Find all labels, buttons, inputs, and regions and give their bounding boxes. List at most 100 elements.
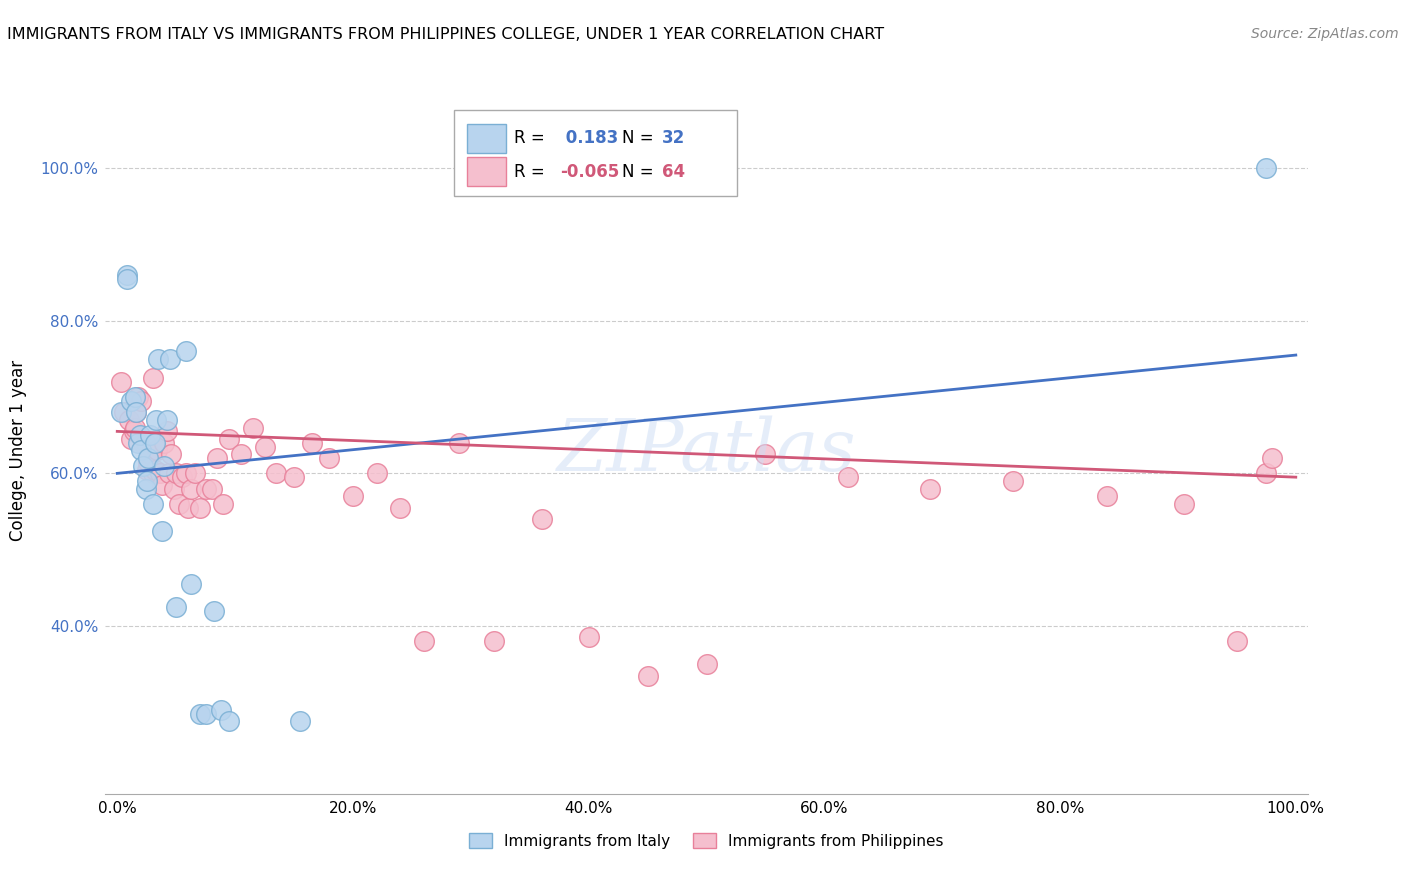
Point: [170, 470, 193, 484]
Point: [110, 405, 132, 419]
Text: 0.183: 0.183: [560, 129, 619, 147]
Point: [139, 447, 162, 461]
Point: [194, 706, 217, 721]
Point: [288, 714, 311, 729]
Point: [1226, 634, 1249, 648]
Text: N =: N =: [623, 129, 659, 147]
Point: [318, 451, 340, 466]
Point: [159, 351, 181, 366]
Point: [177, 500, 200, 515]
Point: [412, 634, 434, 648]
Point: [530, 512, 553, 526]
Point: [110, 375, 132, 389]
Point: [142, 371, 165, 385]
Point: [135, 474, 157, 488]
Point: [143, 462, 166, 476]
Point: [129, 393, 152, 408]
Text: 32: 32: [662, 129, 685, 147]
Point: [124, 390, 146, 404]
Point: [342, 489, 364, 503]
Point: [1097, 489, 1119, 503]
Point: [163, 482, 186, 496]
Point: [136, 451, 159, 466]
Text: Source: ZipAtlas.com: Source: ZipAtlas.com: [1251, 27, 1399, 41]
Point: [194, 482, 217, 496]
Point: [200, 482, 222, 496]
Point: [174, 467, 197, 481]
Point: [1261, 451, 1284, 466]
Point: [180, 577, 202, 591]
Point: [118, 413, 141, 427]
Point: [188, 706, 211, 721]
Text: IMMIGRANTS FROM ITALY VS IMMIGRANTS FROM PHILIPPINES COLLEGE, UNDER 1 YEAR CORRE: IMMIGRANTS FROM ITALY VS IMMIGRANTS FROM…: [7, 27, 884, 42]
Text: R =: R =: [515, 163, 550, 181]
Point: [218, 714, 240, 729]
Point: [207, 451, 229, 466]
Point: [180, 482, 202, 496]
Point: [115, 271, 138, 285]
Point: [153, 435, 176, 450]
Point: [135, 435, 156, 450]
Point: [484, 634, 506, 648]
Point: [253, 440, 276, 454]
Point: [128, 428, 150, 442]
Point: [266, 467, 288, 481]
Point: [578, 631, 600, 645]
Point: [229, 447, 252, 461]
Legend: Immigrants from Italy, Immigrants from Philippines: Immigrants from Italy, Immigrants from P…: [463, 827, 950, 855]
Point: [212, 497, 235, 511]
Point: [120, 393, 142, 408]
Point: [112, 405, 135, 419]
FancyBboxPatch shape: [454, 111, 737, 196]
Point: [283, 470, 305, 484]
Text: R =: R =: [515, 129, 550, 147]
Point: [160, 447, 183, 461]
Point: [157, 467, 180, 481]
Point: [1256, 161, 1278, 175]
Point: [122, 425, 145, 439]
Point: [165, 467, 187, 481]
Point: [142, 467, 165, 481]
Point: [837, 470, 859, 484]
Point: [136, 455, 159, 469]
Point: [301, 435, 323, 450]
Text: ZIPatlas: ZIPatlas: [557, 415, 856, 486]
Point: [1001, 474, 1024, 488]
Point: [127, 435, 149, 450]
Point: [188, 500, 211, 515]
FancyBboxPatch shape: [467, 157, 506, 186]
Point: [637, 668, 659, 682]
Point: [209, 703, 232, 717]
Point: [366, 467, 388, 481]
Point: [125, 405, 148, 419]
Point: [447, 435, 470, 450]
Text: N =: N =: [623, 163, 659, 181]
Y-axis label: College, Under 1 year: College, Under 1 year: [8, 359, 27, 541]
Point: [143, 435, 166, 450]
Point: [389, 500, 412, 515]
Point: [135, 482, 156, 496]
Point: [149, 467, 172, 481]
Point: [156, 413, 179, 427]
FancyBboxPatch shape: [467, 124, 506, 153]
Point: [165, 599, 187, 614]
Text: 64: 64: [662, 163, 685, 181]
Point: [139, 428, 162, 442]
Point: [218, 432, 240, 446]
Point: [153, 458, 176, 473]
Point: [125, 405, 148, 419]
Point: [696, 657, 718, 672]
Point: [124, 420, 146, 434]
Point: [1256, 467, 1278, 481]
Point: [115, 268, 138, 282]
Point: [142, 497, 165, 511]
Point: [754, 447, 776, 461]
Point: [202, 604, 225, 618]
Point: [1173, 497, 1195, 511]
Point: [156, 425, 179, 439]
Point: [167, 497, 190, 511]
Point: [135, 462, 157, 476]
Point: [150, 524, 173, 538]
Point: [120, 432, 142, 446]
Point: [132, 458, 155, 473]
